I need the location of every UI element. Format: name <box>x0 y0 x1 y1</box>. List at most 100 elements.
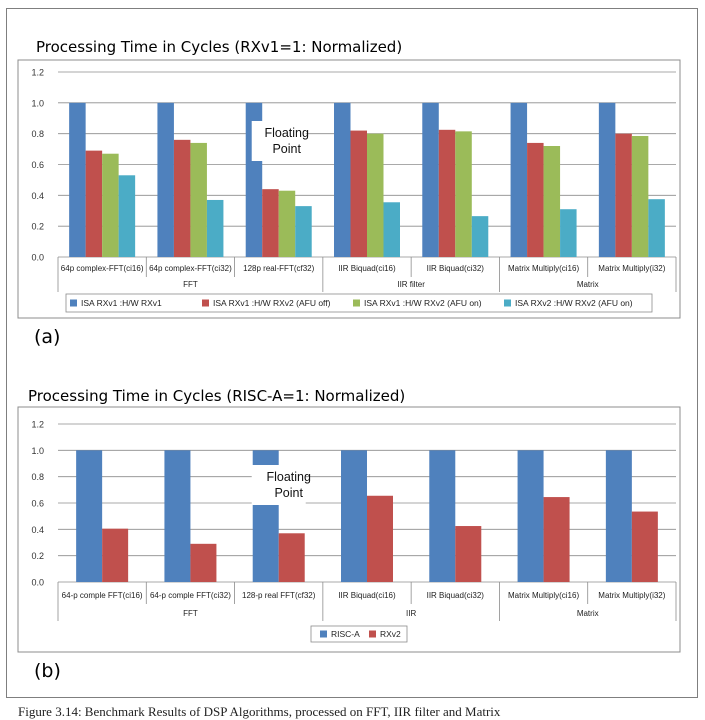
chart-a-annotation-backdrop <box>251 121 306 161</box>
chart-a-bar-1-2 <box>190 142 207 257</box>
chart-b-title: Processing Time in Cycles (RISC-A=1: Nor… <box>28 387 406 405</box>
chart-b-annotation-line-2: Point <box>274 486 303 500</box>
chart-b-y-tick-label: 1.0 <box>31 446 44 456</box>
chart-b-annotation-line-1: Floating <box>266 470 311 484</box>
chart-a-bar-4-2 <box>455 131 472 257</box>
chart-a-category-label: Matrix Multiply(i32) <box>598 264 665 273</box>
chart-a-legend-swatch <box>504 299 511 307</box>
chart-a-category-label: 64p complex-FFT(ci32) <box>149 264 232 273</box>
chart-a-category-label: 128p real-FFT(cf32) <box>243 264 314 273</box>
chart-b-y-tick-label: 0.2 <box>31 551 44 561</box>
chart-b-y-tick-label: 0.6 <box>31 499 44 509</box>
chart-a-bar-1-0 <box>157 102 174 257</box>
chart-a-legend-label: ISA RXv1 :H/W RXv1 <box>81 298 162 308</box>
chart-a-bar-4-0 <box>422 102 439 257</box>
chart-b-legend-swatch <box>369 630 376 638</box>
chart-a-bar-0-2 <box>102 153 119 257</box>
chart-b-bar-1-0 <box>164 450 191 582</box>
chart-a-y-tick-label: 1.2 <box>31 68 44 78</box>
chart-b-group-label: IIR <box>406 609 416 618</box>
chart-b-bar-0-1 <box>102 528 129 582</box>
chart-a-bar-3-0 <box>334 102 351 257</box>
chart-a-bar-3-2 <box>367 133 384 257</box>
chart-b-bar-2-1 <box>278 533 305 582</box>
chart-b-annotation-backdrop <box>251 465 306 505</box>
chart-b-group-label: FFT <box>183 609 198 618</box>
chart-a-bar-2-2 <box>278 190 296 257</box>
chart-a-category-label: IIR Biquad(ci16) <box>338 264 396 273</box>
figure-frame <box>6 8 698 698</box>
chart-a-bar-6-3 <box>648 199 665 257</box>
chart-b-category-label: IIR Biquad(ci16) <box>338 591 396 600</box>
chart-b-category-label: 128-p real FFT(cf32) <box>242 591 316 600</box>
chart-b-bar-6-1 <box>631 511 658 582</box>
panel-b-label: (b) <box>34 660 61 682</box>
chart-a-title: Processing Time in Cycles (RXv1=1: Norma… <box>36 38 403 56</box>
chart-b-group-label: Matrix <box>577 609 599 618</box>
chart-b-legend-label: RISC-A <box>331 629 360 639</box>
chart-b-bar-0-0 <box>76 450 103 582</box>
chart-a-y-tick-label: 0.8 <box>31 129 44 139</box>
chart-b-bar-3-0 <box>341 450 367 582</box>
chart-a-annotation-line-2: Point <box>272 142 301 156</box>
chart-a-legend-swatch <box>202 299 209 307</box>
chart-b-category-label: 64-p comple FFT(ci16) <box>62 591 143 600</box>
chart-b-y-tick-label: 0.0 <box>31 578 44 588</box>
chart-a-bar-2-3 <box>295 206 312 257</box>
chart-a-bar-6-0 <box>598 102 616 257</box>
chart-a-category-label: IIR Biquad(ci32) <box>427 264 485 273</box>
chart-b-bar-3-1 <box>367 495 393 582</box>
chart-a-legend-swatch <box>70 299 77 307</box>
chart-b-category-label: Matrix Multiply(i32) <box>598 591 665 600</box>
chart-b-bar-4-1 <box>455 526 482 582</box>
chart-a-bar-5-0 <box>510 102 528 257</box>
chart-b-bar-4-0 <box>429 450 456 582</box>
chart-a-group-label: IIR filter <box>397 280 425 289</box>
chart-b-category-label: IIR Biquad(ci32) <box>427 591 485 600</box>
chart-b-bar-1-1 <box>190 543 217 582</box>
chart-a-legend-label: ISA RXv2 :H/W RXv2 (AFU on) <box>515 298 633 308</box>
chart-a-bar-1-3 <box>206 199 224 257</box>
chart-a-bar-2-1 <box>262 189 279 257</box>
chart-b-y-tick-label: 0.4 <box>31 525 44 535</box>
chart-a-group-label: FFT <box>183 280 198 289</box>
chart-b-bar-6-0 <box>605 450 632 582</box>
chart-a-bar-4-3 <box>471 216 489 257</box>
chart-b-y-tick-label: 1.2 <box>31 420 44 430</box>
panel-a-label: (a) <box>34 326 61 348</box>
chart-a-annotation-line-1: Floating <box>264 126 309 140</box>
chart-a-bar-5-1 <box>527 142 544 257</box>
chart-a-y-tick-label: 0.0 <box>31 253 44 263</box>
chart-b-legend-swatch <box>320 630 327 638</box>
chart-a-bar-5-2 <box>543 146 561 257</box>
figure-caption: Figure 3.14: Benchmark Results of DSP Al… <box>18 704 501 719</box>
chart-a-bar-5-3 <box>560 209 577 257</box>
chart-a-legend-label: ISA RXv1 :H/W RXv2 (AFU off) <box>213 298 331 308</box>
chart-a-group-label: Matrix <box>577 280 599 289</box>
chart-a-bar-4-1 <box>438 129 456 257</box>
chart-a-y-tick-label: 0.2 <box>31 222 44 232</box>
chart-b-bar-5-0 <box>517 450 544 582</box>
chart-a-bar-3-1 <box>350 130 367 257</box>
chart-b-category-label: Matrix Multiply(ci16) <box>508 591 579 600</box>
chart-b-category-label: 64-p comple FFT(ci32) <box>150 591 231 600</box>
chart-a-bar-0-1 <box>85 150 103 257</box>
chart-b-y-tick-label: 0.8 <box>31 472 44 482</box>
chart-a-legend-swatch <box>353 299 360 307</box>
chart-a-bar-0-3 <box>118 175 136 257</box>
chart-a-bar-1-1 <box>173 139 191 257</box>
chart-a-bar-3-3 <box>383 202 400 257</box>
chart-b-legend <box>310 625 408 643</box>
chart-a-y-tick-label: 1.0 <box>31 98 44 108</box>
chart-a-category-label: Matrix Multiply(ci16) <box>508 264 579 273</box>
chart-a-bar-0-0 <box>69 102 86 257</box>
chart-b-legend-label: RXv2 <box>380 629 401 639</box>
chart-a-bar-6-2 <box>631 135 649 257</box>
chart-a-category-label: 64p complex-FFT(ci16) <box>61 264 144 273</box>
chart-b-bar-5-1 <box>543 497 570 582</box>
chart-a-y-tick-label: 0.6 <box>31 160 44 170</box>
chart-a-bar-6-1 <box>615 133 632 257</box>
chart-a-y-tick-label: 0.4 <box>31 191 44 201</box>
chart-a-legend-label: ISA RXv1 :H/W RXv2 (AFU on) <box>364 298 482 308</box>
